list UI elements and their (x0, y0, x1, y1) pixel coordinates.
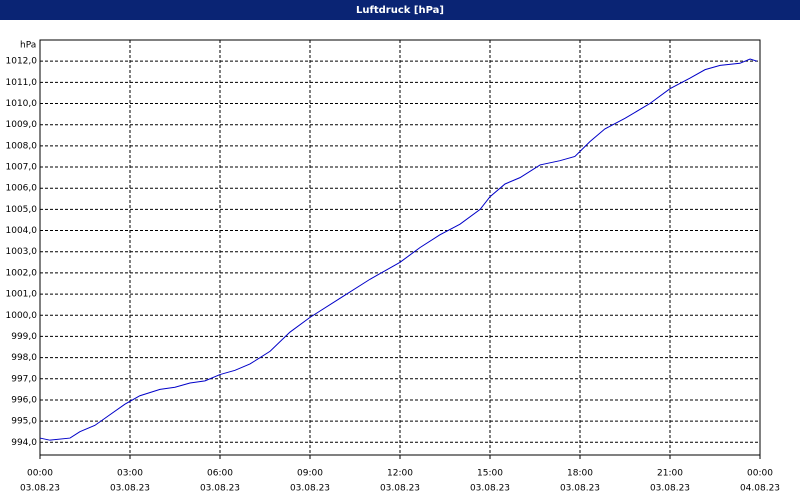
x-tick-date: 03.08.23 (650, 484, 690, 494)
y-tick-label: 1005,0 (6, 205, 38, 215)
x-tick-label: 18:00 (567, 469, 593, 479)
y-tick-label: 998,0 (11, 353, 37, 363)
x-tick-date: 03.08.23 (290, 484, 330, 494)
line (39, 58, 758, 441)
x-tick-date: 03.08.23 (20, 484, 60, 494)
y-tick-label: 995,0 (11, 417, 37, 427)
x-tick-label: 21:00 (657, 469, 683, 479)
plot-border (39, 39, 761, 456)
y-tick-label: 994,0 (11, 438, 37, 448)
y-tick-label: 1003,0 (6, 247, 38, 257)
x-tick-date: 03.08.23 (110, 484, 150, 494)
y-tick-label: 1011,0 (6, 78, 38, 88)
x-tick-label: 00:00 (27, 469, 53, 479)
y-tick-label: 1012,0 (6, 57, 38, 67)
x-tick-date: 03.08.23 (380, 484, 420, 494)
y-tick-label: 1006,0 (6, 184, 38, 194)
x-tick-date: 04.08.23 (740, 484, 780, 494)
x-tick-date: 03.08.23 (200, 484, 240, 494)
x-tick-label: 06:00 (207, 469, 233, 479)
chart-title: Luftdruck [hPa] (356, 5, 444, 16)
x-tick-label: 15:00 (477, 469, 503, 479)
x-tick-date: 03.08.23 (470, 484, 510, 494)
x-tick-label: 03:00 (117, 469, 143, 479)
y-tick-label: 1007,0 (6, 163, 38, 173)
y-tick-label: 1010,0 (6, 99, 38, 109)
x-tick-date: 03.08.23 (560, 484, 600, 494)
y-tick-label: 997,0 (11, 374, 37, 384)
x-tick-label: 12:00 (387, 469, 413, 479)
y-tick-label: 999,0 (11, 332, 37, 342)
y-tick-label: 1009,0 (6, 120, 38, 130)
y-tick-label: 1002,0 (6, 268, 38, 278)
y-tick-label: 1008,0 (6, 141, 38, 151)
y-axis-label: hPa (20, 41, 36, 51)
y-tick-label: 1001,0 (6, 290, 38, 300)
x-tick-label: 09:00 (297, 469, 323, 479)
title-bar (0, 0, 800, 20)
x-tick-label: 00:00 (747, 469, 773, 479)
y-tick-label: 996,0 (11, 395, 37, 405)
y-tick-label: 1004,0 (6, 226, 38, 236)
y-tick-label: 1000,0 (6, 311, 38, 321)
